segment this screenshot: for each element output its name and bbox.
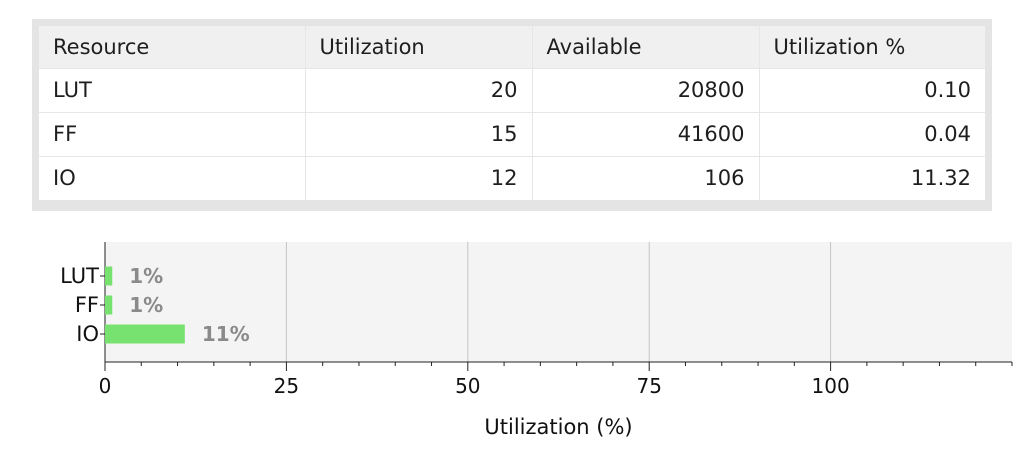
cell-utilization-percent: 0.04 bbox=[759, 112, 985, 157]
cell-utilization: 12 bbox=[305, 156, 533, 200]
table-header-row: Resource Utilization Available Utilizati… bbox=[39, 26, 985, 69]
data-label: 1% bbox=[129, 293, 163, 317]
cell-utilization: 20 bbox=[305, 68, 533, 113]
table-row[interactable]: FF 15 41600 0.04 bbox=[39, 112, 985, 157]
column-header-utilization-percent[interactable]: Utilization % bbox=[759, 26, 985, 69]
column-header-resource[interactable]: Resource bbox=[39, 26, 306, 69]
plot-background bbox=[105, 242, 1012, 362]
column-header-available[interactable]: Available bbox=[532, 26, 760, 69]
utilization-bar-chart: 0 25 50 75 100 LUT 1% FF 1% IO 11% Utilization (%) bbox=[0, 228, 1036, 466]
table-row[interactable]: LUT 20 20800 0.10 bbox=[39, 68, 985, 113]
chart-svg: 0 25 50 75 100 LUT 1% FF 1% IO 11% Utilization (%) bbox=[60, 242, 1013, 439]
cell-available: 106 bbox=[532, 156, 760, 200]
x-tick-label: 50 bbox=[455, 374, 480, 398]
bar bbox=[105, 266, 113, 286]
bar bbox=[105, 295, 113, 315]
cell-resource: FF bbox=[39, 112, 306, 157]
cell-available: 41600 bbox=[532, 112, 760, 157]
x-axis-title: Utilization (%) bbox=[484, 415, 632, 439]
data-label: 1% bbox=[129, 264, 163, 288]
column-header-utilization[interactable]: Utilization bbox=[305, 26, 533, 69]
cell-utilization-percent: 11.32 bbox=[910, 166, 971, 191]
cell-utilization: 15 bbox=[305, 112, 533, 157]
utilization-table-frame: Resource Utilization Available Utilizati… bbox=[32, 19, 992, 211]
table-row[interactable]: IO 12 106 11.32 bbox=[39, 156, 985, 200]
utilization-table: Resource Utilization Available Utilizati… bbox=[39, 26, 985, 200]
y-tick-label: IO bbox=[76, 322, 99, 346]
x-tick-label: 25 bbox=[274, 374, 299, 398]
bar bbox=[105, 324, 185, 344]
data-label: 11% bbox=[202, 322, 250, 346]
y-tick-label: FF bbox=[75, 293, 99, 317]
cell-resource: LUT bbox=[39, 68, 306, 113]
x-tick-label: 75 bbox=[636, 374, 661, 398]
cell-available: 20800 bbox=[532, 68, 760, 113]
cell-resource: IO bbox=[39, 156, 306, 200]
y-tick-label: LUT bbox=[60, 264, 99, 288]
x-tick-label: 100 bbox=[812, 374, 850, 398]
x-tick-label: 0 bbox=[99, 374, 112, 398]
cell-utilization-percent: 0.10 bbox=[759, 68, 985, 113]
